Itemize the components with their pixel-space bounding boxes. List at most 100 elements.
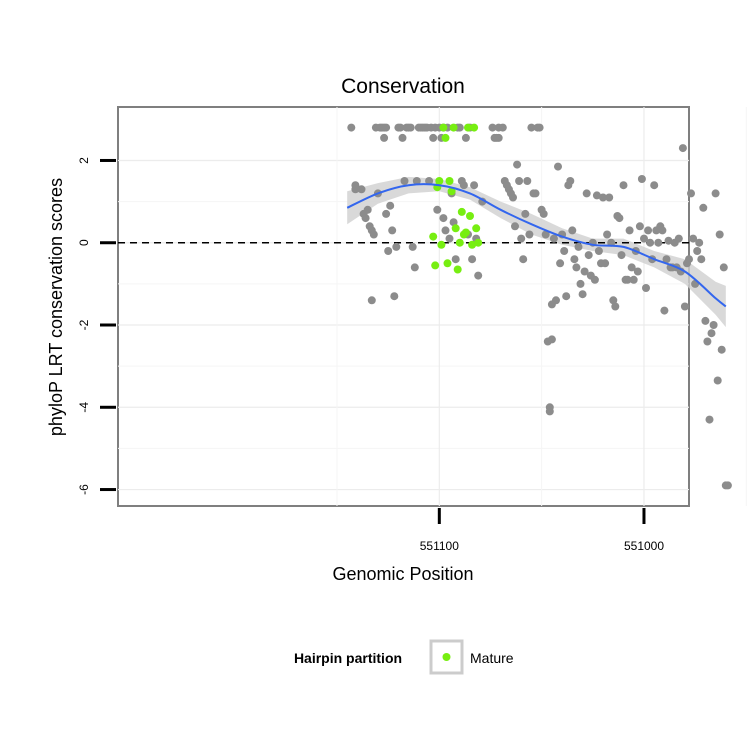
data-point-mature (457, 207, 466, 216)
data-point (560, 247, 569, 255)
data-point-mature (435, 177, 444, 185)
data-point (701, 316, 710, 325)
data-point (367, 296, 376, 305)
data-point (695, 238, 704, 247)
data-point (549, 234, 558, 243)
data-point-mature (445, 177, 454, 185)
data-point (408, 242, 417, 251)
data-point (398, 133, 407, 142)
data-point (625, 226, 634, 235)
data-point (689, 234, 698, 243)
legend-key-mature (442, 653, 451, 661)
legend-label-mature: Mature (470, 650, 514, 666)
data-point (539, 209, 548, 218)
chart-title: Conservation (341, 75, 465, 98)
data-point (468, 255, 477, 264)
y-tick-label: -6 (77, 484, 91, 495)
data-point (717, 345, 726, 354)
data-point (603, 230, 612, 239)
data-point (572, 263, 581, 272)
data-point (703, 337, 712, 346)
data-point (580, 267, 589, 276)
data-point (678, 144, 687, 153)
data-point (513, 160, 522, 169)
data-point (705, 415, 714, 424)
data-point (384, 247, 393, 255)
data-point (709, 321, 718, 329)
data-point (592, 191, 601, 200)
data-point (554, 162, 562, 171)
data-point (527, 123, 536, 132)
data-point-mature (437, 240, 446, 249)
data-point (693, 247, 702, 255)
data-point-mature (429, 232, 438, 241)
data-point (390, 292, 399, 301)
data-point-mature (468, 240, 477, 249)
data-point (521, 209, 530, 218)
smooth-trend-line (346, 183, 727, 308)
plot-panel (117, 106, 690, 507)
smooth-curve (346, 183, 727, 308)
data-point-mature (474, 238, 483, 247)
data-point (654, 238, 663, 247)
data-point (386, 201, 395, 210)
data-points (347, 123, 732, 490)
data-point (707, 329, 716, 338)
data-point (412, 177, 421, 185)
data-point (488, 123, 497, 132)
data-point (511, 222, 519, 231)
data-point (685, 255, 693, 264)
data-point (498, 123, 507, 132)
data-point (545, 407, 554, 416)
legend-title: Hairpin partition (294, 650, 402, 666)
data-point-mature (447, 187, 456, 196)
data-point-mature (466, 212, 474, 220)
data-point (584, 251, 593, 260)
data-point (658, 226, 667, 235)
data-point (509, 193, 517, 202)
y-tick-label: 2 (77, 157, 91, 164)
data-point (363, 205, 372, 214)
data-point (517, 234, 526, 243)
data-point (515, 177, 524, 185)
data-point (723, 481, 732, 490)
data-point (459, 181, 468, 190)
grid-lines (118, 107, 747, 506)
y-tick-label: -2 (77, 319, 91, 330)
data-point (380, 133, 389, 142)
data-point (547, 335, 556, 344)
data-point (439, 214, 448, 223)
legend: Hairpin partition Mature (294, 639, 514, 675)
data-point (635, 222, 644, 231)
data-point-mature (461, 228, 470, 237)
data-point (562, 292, 571, 301)
data-point (699, 203, 708, 212)
data-point (461, 133, 470, 142)
y-axis-label: phyloP LRT conservation scores (46, 178, 66, 436)
data-point (566, 177, 575, 185)
data-point (662, 255, 671, 264)
x-axis-label: Genomic Position (332, 564, 473, 584)
data-point-mature (449, 123, 458, 132)
data-point (410, 263, 419, 272)
data-point (451, 255, 460, 264)
data-point-mature (431, 261, 440, 270)
data-point (369, 230, 378, 239)
data-point (609, 296, 618, 305)
data-point-mature (453, 265, 462, 274)
data-point (382, 123, 391, 132)
data-point (615, 214, 624, 223)
legend-key-box (429, 639, 464, 675)
data-point (637, 175, 646, 183)
data-point (357, 185, 366, 194)
data-point (664, 236, 673, 245)
data-point (388, 226, 397, 235)
data-point (619, 181, 628, 190)
data-point-mature (439, 123, 448, 132)
data-point (674, 234, 683, 243)
data-point (599, 193, 607, 202)
data-point (611, 302, 620, 311)
data-point (525, 230, 534, 239)
data-point (623, 275, 632, 284)
data-point (605, 193, 614, 202)
